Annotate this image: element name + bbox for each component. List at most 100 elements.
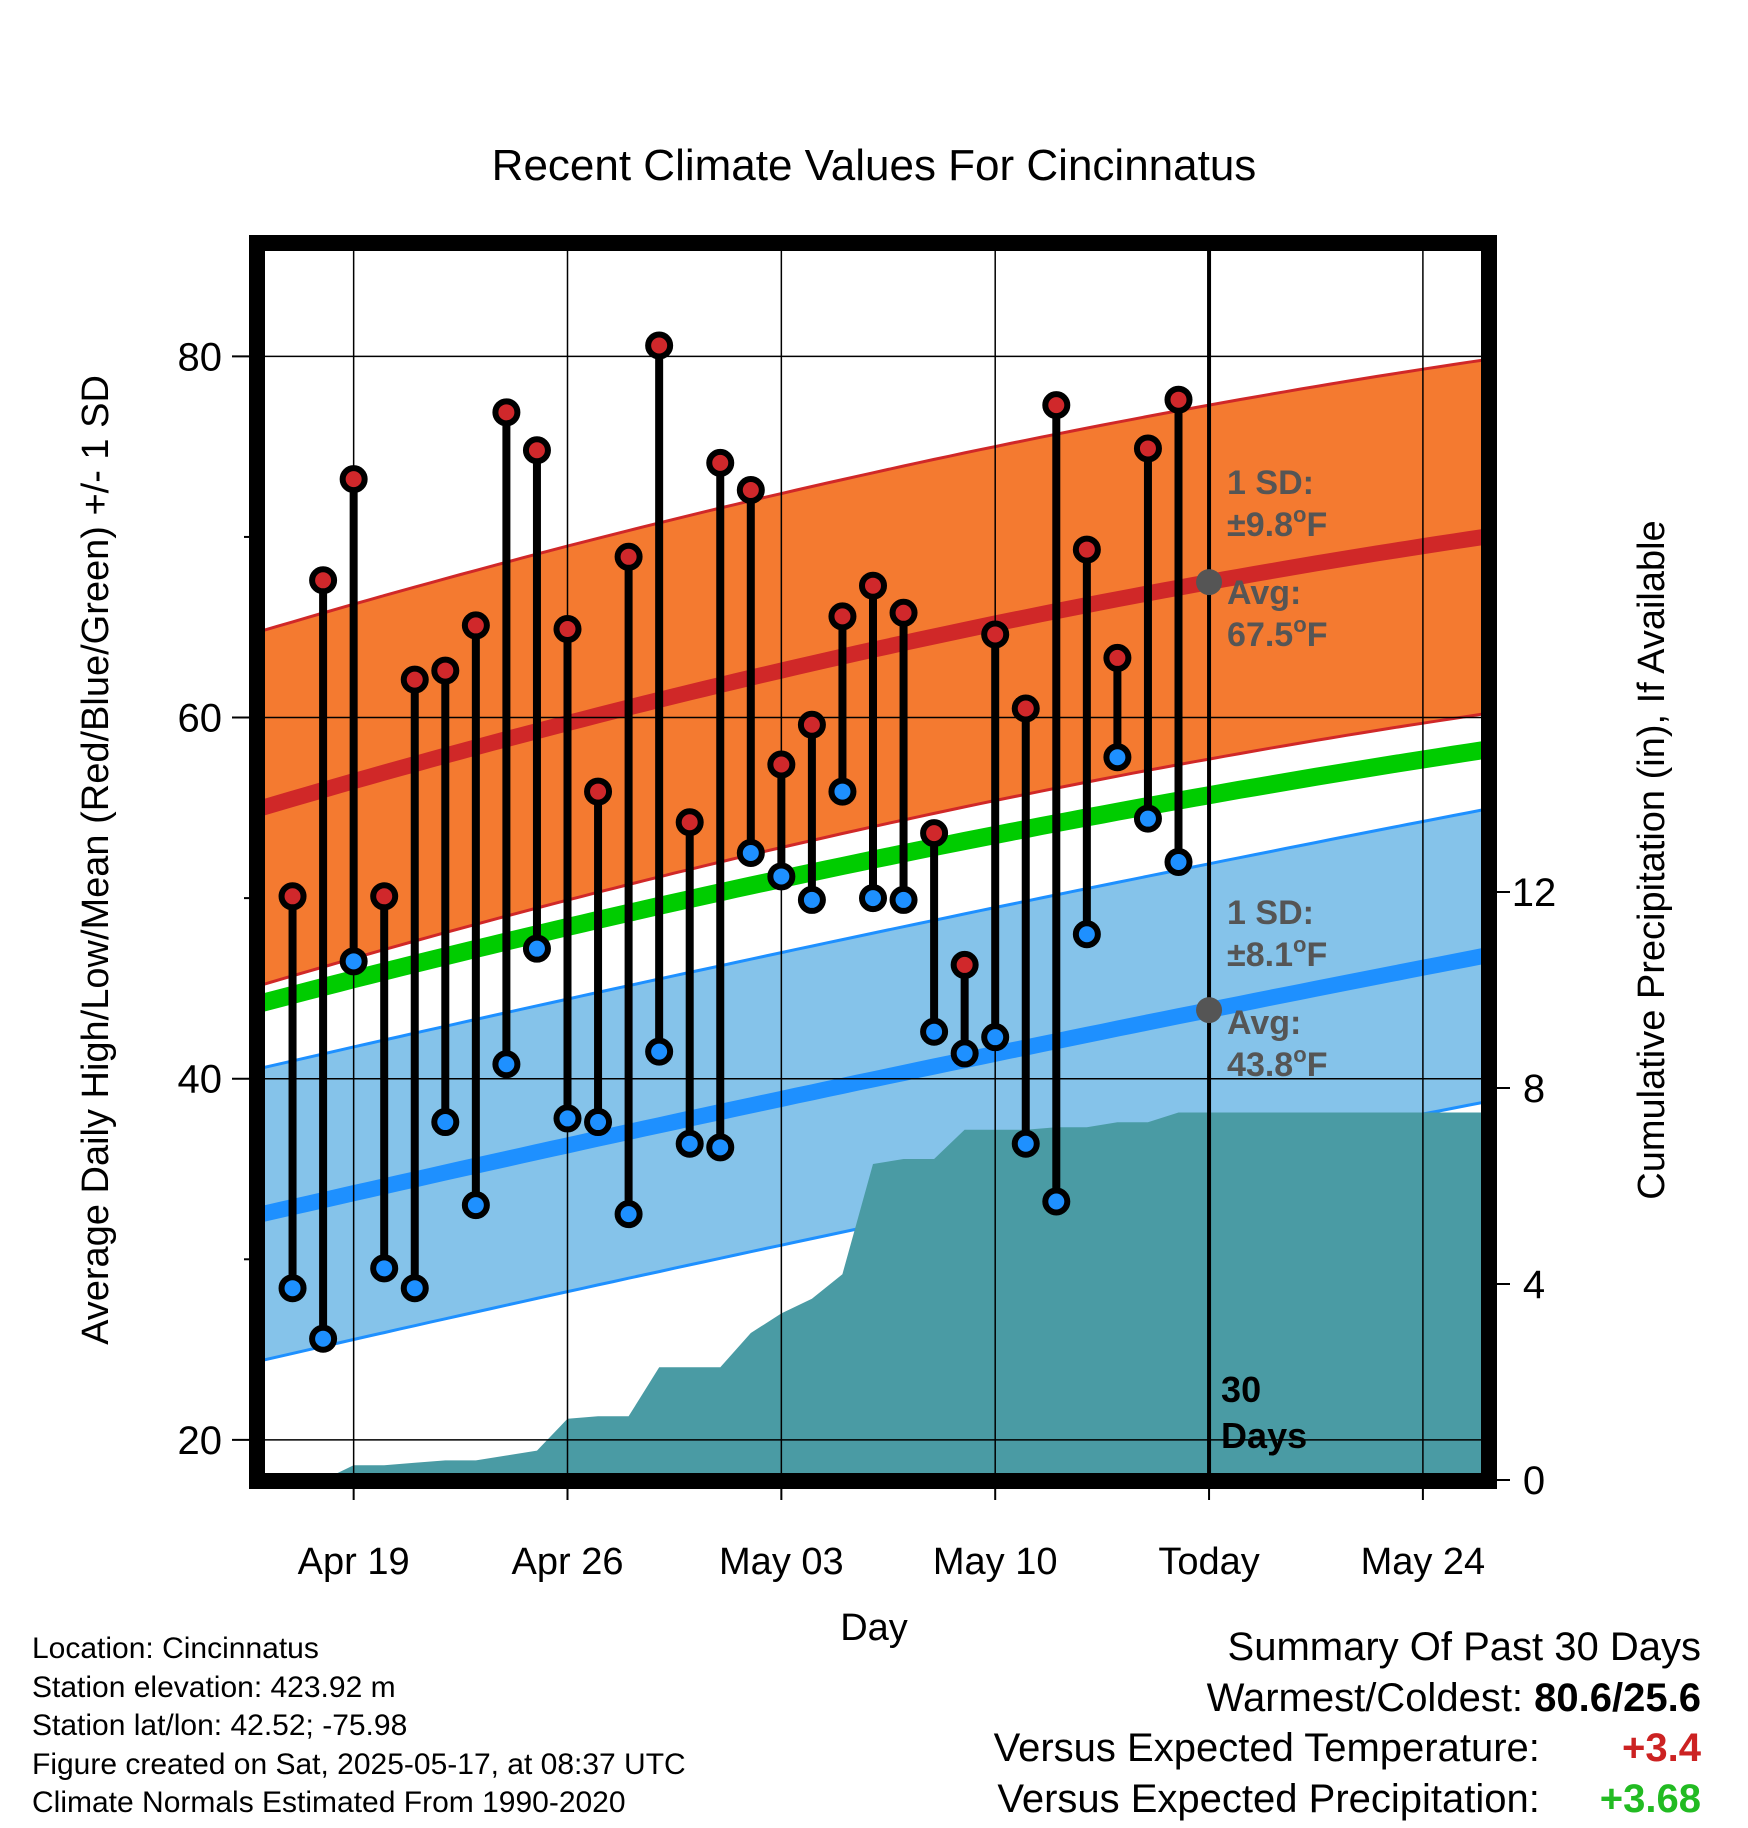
precip-value: +3.68	[1599, 1776, 1701, 1821]
low-sd-value: ±8.1oF	[1227, 932, 1327, 974]
precip-area	[331, 1112, 1484, 1476]
high-dot	[859, 571, 887, 600]
high-dot	[706, 448, 735, 477]
high-avg-value: 67.5oF	[1227, 612, 1327, 654]
high-dot	[920, 819, 949, 848]
plot-frame	[249, 235, 1497, 1489]
high-dot	[675, 808, 704, 837]
low-avg-value: 43.8oF	[1227, 1042, 1327, 1084]
y2-tick-label: 8	[1523, 1067, 1545, 1111]
low-dot	[675, 1129, 704, 1158]
high-dot	[400, 665, 429, 694]
low-dot	[400, 1274, 429, 1303]
high-sd-value: ±9.8oF	[1227, 502, 1327, 544]
high-dot	[981, 620, 1010, 649]
high-dot	[736, 475, 765, 504]
low-dot	[828, 777, 857, 806]
info-latlon: Station lat/lon: 42.52; -75.98	[32, 1709, 408, 1742]
high-band-upper	[262, 358, 1484, 633]
low-dot	[584, 1108, 613, 1137]
temp-value: +3.4	[1622, 1726, 1701, 1770]
y2-tick-label: 12	[1512, 871, 1557, 915]
low-dot	[1011, 1129, 1040, 1158]
high-dot	[1164, 385, 1193, 414]
low-avg-label: Avg:	[1227, 1004, 1301, 1042]
low-dot	[859, 884, 887, 913]
y-axis-label: Average Daily High/Low/Mean (Red/Blue/Gr…	[75, 375, 117, 1345]
low-sd-label: 1 SD:	[1227, 894, 1314, 932]
high-dot	[950, 950, 979, 979]
low-avg-marker	[1196, 997, 1223, 1024]
y2-axis-label: Cumulative Precipitation (in), If Availa…	[1631, 520, 1673, 1199]
low-dot	[889, 885, 918, 914]
low-dot	[1042, 1187, 1071, 1216]
today-label-days: Days	[1221, 1415, 1307, 1456]
high-dot	[797, 710, 826, 739]
low-dot	[614, 1200, 643, 1229]
high-dot	[553, 615, 582, 644]
x-axis-label: Day	[840, 1607, 908, 1649]
high-dot	[522, 436, 551, 465]
low-dot	[981, 1023, 1010, 1052]
summary-warm-cold: Warmest/Coldest: 80.6/25.6	[994, 1673, 1701, 1724]
y2-tick-label: 0	[1523, 1459, 1545, 1503]
summary-precip: Versus Expected Precipitation: +3.68	[994, 1774, 1701, 1825]
high-avg-marker	[1196, 569, 1223, 596]
axes: Apr 19 Apr 26 May 03 May 10 Today May 2420406…	[178, 335, 1557, 1583]
summary-heading: Summary Of Past 30 Days	[1227, 1625, 1701, 1669]
y-tick-label: 60	[178, 697, 223, 741]
high-dot	[1133, 434, 1162, 463]
station-info: Location: Cincinnatus Station elevation:…	[32, 1630, 686, 1823]
low-dot	[461, 1191, 490, 1220]
high-dot	[370, 882, 399, 911]
warm-cold-value: 80.6/25.6	[1534, 1675, 1701, 1720]
low-dot	[767, 862, 796, 891]
daily-stems	[278, 331, 1193, 1353]
high-dot	[492, 398, 521, 427]
low-dot	[278, 1274, 307, 1303]
high-dot	[1042, 391, 1071, 420]
high-dot	[431, 656, 460, 685]
precip-label: Versus Expected Precipitation:	[997, 1776, 1540, 1821]
high-dot	[339, 465, 368, 494]
info-location: Location: Cincinnatus	[32, 1632, 319, 1665]
low-dot	[797, 885, 826, 914]
low-dot	[309, 1324, 338, 1353]
low-dot	[706, 1133, 735, 1162]
high-dot	[278, 882, 307, 911]
low-dot	[431, 1108, 460, 1137]
low-dot	[645, 1037, 674, 1066]
today-line: 30 Days	[1207, 248, 1307, 1476]
high-dot	[828, 602, 857, 631]
low-dot	[553, 1104, 582, 1133]
high-dot	[1011, 694, 1040, 723]
high-dot	[645, 331, 674, 360]
temp-label: Versus Expected Temperature:	[993, 1726, 1540, 1770]
high-dot	[767, 750, 796, 779]
low-dot	[1103, 743, 1132, 772]
x-tick-label: Apr 19	[298, 1541, 410, 1583]
low-dot	[492, 1050, 521, 1079]
y-tick-label: 20	[178, 1419, 223, 1463]
x-tick-label: May 10	[933, 1541, 1058, 1583]
high-dot	[584, 777, 613, 806]
low-dot	[1072, 920, 1101, 949]
precip-cumulative-area	[331, 1112, 1484, 1476]
x-tick-label: Today	[1158, 1541, 1259, 1583]
low-dot	[920, 1017, 949, 1046]
high-dot	[461, 611, 490, 640]
low-dot	[339, 947, 368, 976]
high-avg-label: Avg:	[1227, 574, 1301, 612]
low-dot	[736, 838, 765, 867]
x-tick-label: Apr 26	[512, 1541, 624, 1583]
high-dot	[1072, 535, 1101, 564]
low-dot	[1133, 804, 1162, 833]
x-tick-label: May 03	[719, 1541, 844, 1583]
high-sd-label: 1 SD:	[1227, 464, 1314, 502]
low-band-upper	[262, 808, 1484, 1070]
warm-cold-label: Warmest/Coldest:	[1206, 1675, 1524, 1720]
low-dot	[370, 1254, 399, 1283]
low-dot	[1164, 848, 1193, 876]
high-dot	[309, 566, 338, 595]
